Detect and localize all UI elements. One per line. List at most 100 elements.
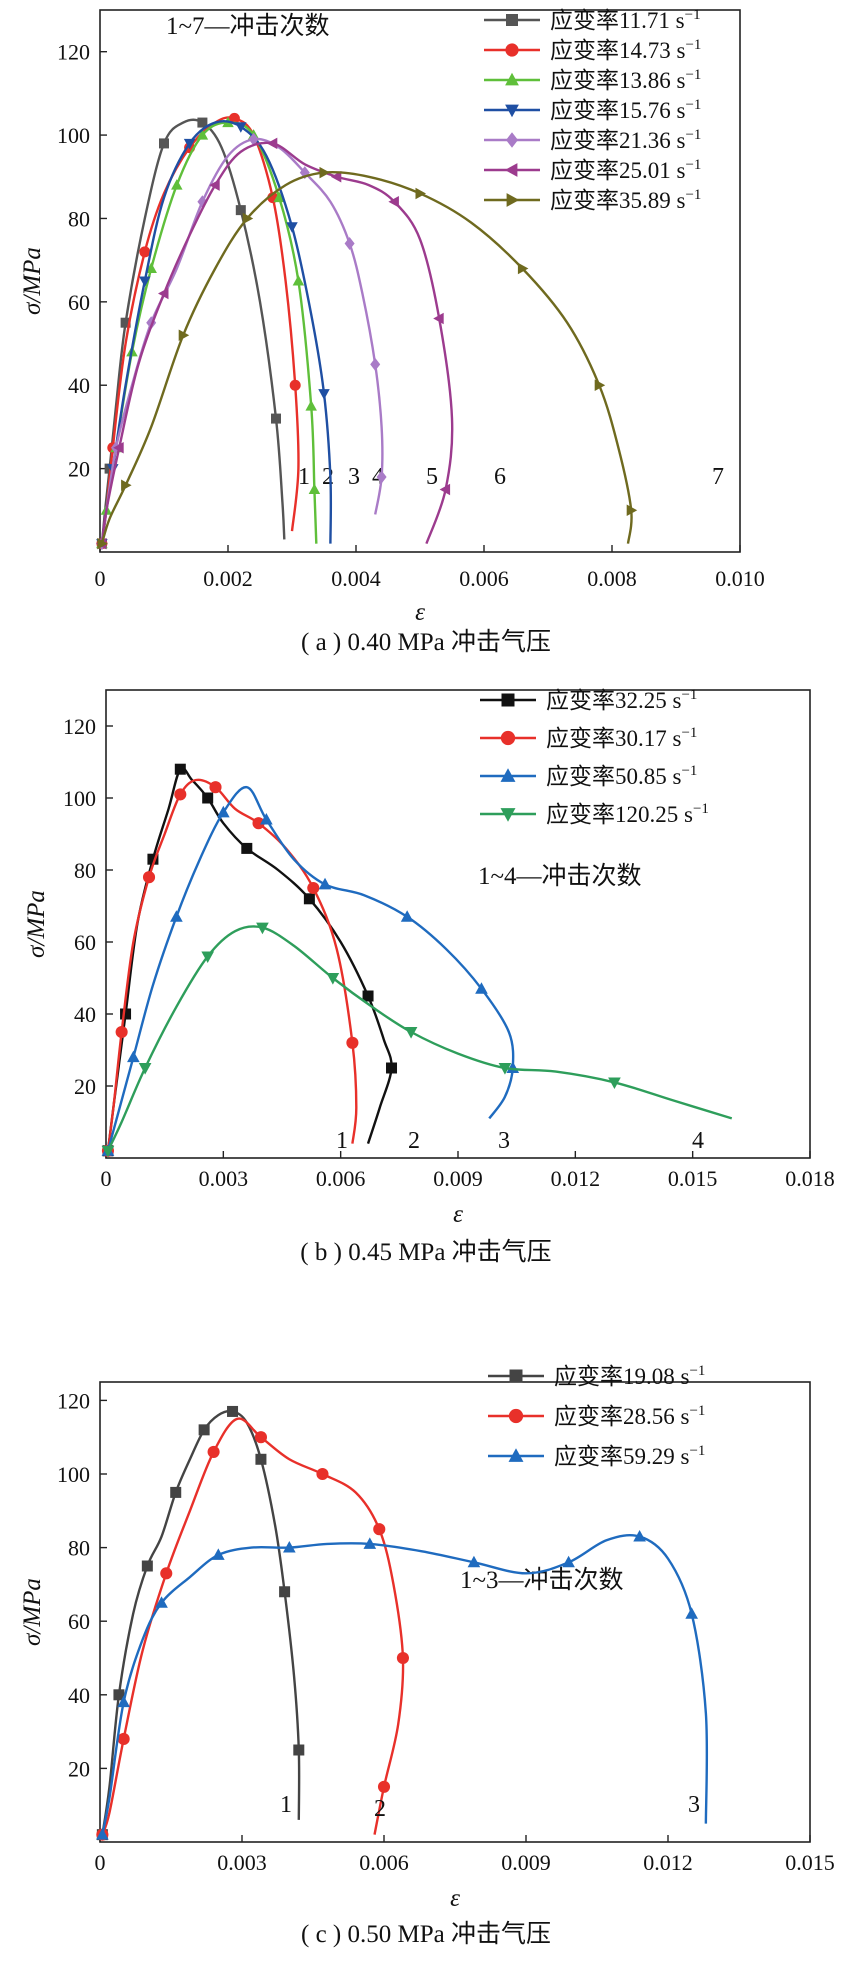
legend-superscript: −1 (681, 725, 697, 741)
x-tick-label: 0.015 (785, 1850, 835, 1875)
data-point (305, 400, 317, 411)
curve-label: 1 (280, 1792, 292, 1818)
series-line (100, 170, 633, 545)
data-point (117, 1695, 130, 1708)
x-tick-label: 0.010 (715, 566, 765, 591)
curve-label: 2 (408, 1128, 420, 1154)
data-point (346, 1036, 359, 1049)
curve-label: 3 (688, 1792, 700, 1818)
series-1 (96, 1405, 305, 1841)
data-point (255, 1453, 267, 1465)
legend-marker (506, 14, 518, 26)
x-axis-label: ε (453, 1201, 463, 1228)
series-4 (101, 922, 733, 1158)
y-axis-label: σ/MPa (19, 1578, 46, 1646)
x-tick-label: 0.006 (316, 1166, 366, 1191)
legend-superscript: −1 (689, 1363, 705, 1379)
data-point (308, 483, 321, 494)
data-point (196, 129, 209, 140)
data-point (254, 1431, 267, 1444)
data-point (303, 893, 315, 905)
series-line (106, 766, 393, 1151)
data-point (248, 132, 259, 146)
legend-superscript: −1 (685, 97, 701, 113)
legend-marker (504, 163, 518, 177)
series-line (106, 925, 733, 1152)
series-1 (102, 763, 398, 1157)
series-7 (97, 166, 638, 550)
legend-marker (506, 193, 520, 207)
data-point (198, 1424, 210, 1436)
data-point (209, 179, 220, 191)
data-point (120, 317, 131, 328)
panel-caption: ( b ) 0.45 MPa 冲击气压 (300, 1238, 551, 1266)
legend-label: 应变率11.71 s−1 (550, 7, 701, 33)
legend-marker (500, 808, 516, 822)
data-point (633, 1529, 646, 1542)
data-point (396, 1651, 409, 1665)
data-point (377, 1780, 391, 1793)
legend-label: 应变率14.73 s−1 (550, 37, 701, 63)
data-point (433, 312, 444, 325)
data-point (227, 1405, 239, 1417)
data-point (562, 1555, 575, 1568)
data-point (475, 982, 488, 994)
data-point (388, 196, 399, 208)
data-point (170, 910, 183, 922)
legend-label: 应变率28.56 s−1 (554, 1403, 705, 1429)
data-point (207, 1445, 220, 1458)
series-line (101, 1417, 405, 1836)
data-point (115, 1025, 128, 1039)
legend-superscript: −1 (681, 687, 697, 703)
data-point (318, 877, 332, 890)
y-tick-label: 40 (68, 373, 90, 398)
data-point (415, 187, 426, 200)
data-point (147, 853, 159, 865)
x-tick-label: 0.018 (785, 1166, 835, 1191)
y-tick-label: 40 (74, 1002, 96, 1027)
data-point (141, 1560, 153, 1572)
data-point (319, 166, 330, 179)
data-point (283, 1541, 296, 1553)
y-tick-label: 60 (68, 1609, 90, 1634)
data-point (608, 1077, 621, 1089)
data-point (498, 1063, 512, 1075)
data-point (271, 413, 281, 424)
series-line (101, 1409, 301, 1835)
x-tick-label: 0.012 (643, 1850, 693, 1875)
legend-label: 应变率35.89 s−1 (550, 187, 701, 213)
data-point (142, 871, 156, 884)
legend-note: 1~4—冲击次数 (478, 862, 642, 890)
legend-label: 应变率15.76 s−1 (550, 97, 701, 123)
data-point (517, 262, 529, 275)
legend-note: 1~7—冲击次数 (166, 12, 330, 40)
series-5 (96, 132, 387, 551)
data-point (260, 813, 273, 825)
y-tick-label: 20 (68, 1756, 90, 1781)
legend-marker (505, 72, 519, 86)
x-tick-label: 0.002 (203, 566, 253, 591)
y-tick-label: 80 (74, 858, 96, 883)
data-point (197, 117, 208, 128)
data-point (171, 179, 183, 190)
data-point (209, 781, 222, 794)
panel-caption: ( a ) 0.40 MPa 冲击气压 (301, 628, 551, 656)
data-point (594, 379, 606, 391)
data-point (256, 922, 269, 935)
legend-marker (506, 132, 518, 148)
legend-marker (505, 43, 519, 57)
legend-label: 应变率50.85 s−1 (546, 763, 697, 789)
legend-marker (501, 693, 515, 707)
series-line (100, 118, 286, 544)
y-tick-label: 80 (68, 206, 90, 231)
data-point (279, 1586, 291, 1598)
legend-superscript: −1 (693, 801, 709, 817)
data-point (145, 262, 157, 273)
y-tick-label: 40 (68, 1683, 90, 1708)
x-tick-label: 0.004 (331, 566, 381, 591)
curve-label: 2 (374, 1796, 386, 1822)
data-point (235, 122, 247, 133)
data-point (120, 1008, 132, 1020)
x-axis-label: ε (450, 1885, 460, 1912)
data-point (97, 537, 108, 550)
